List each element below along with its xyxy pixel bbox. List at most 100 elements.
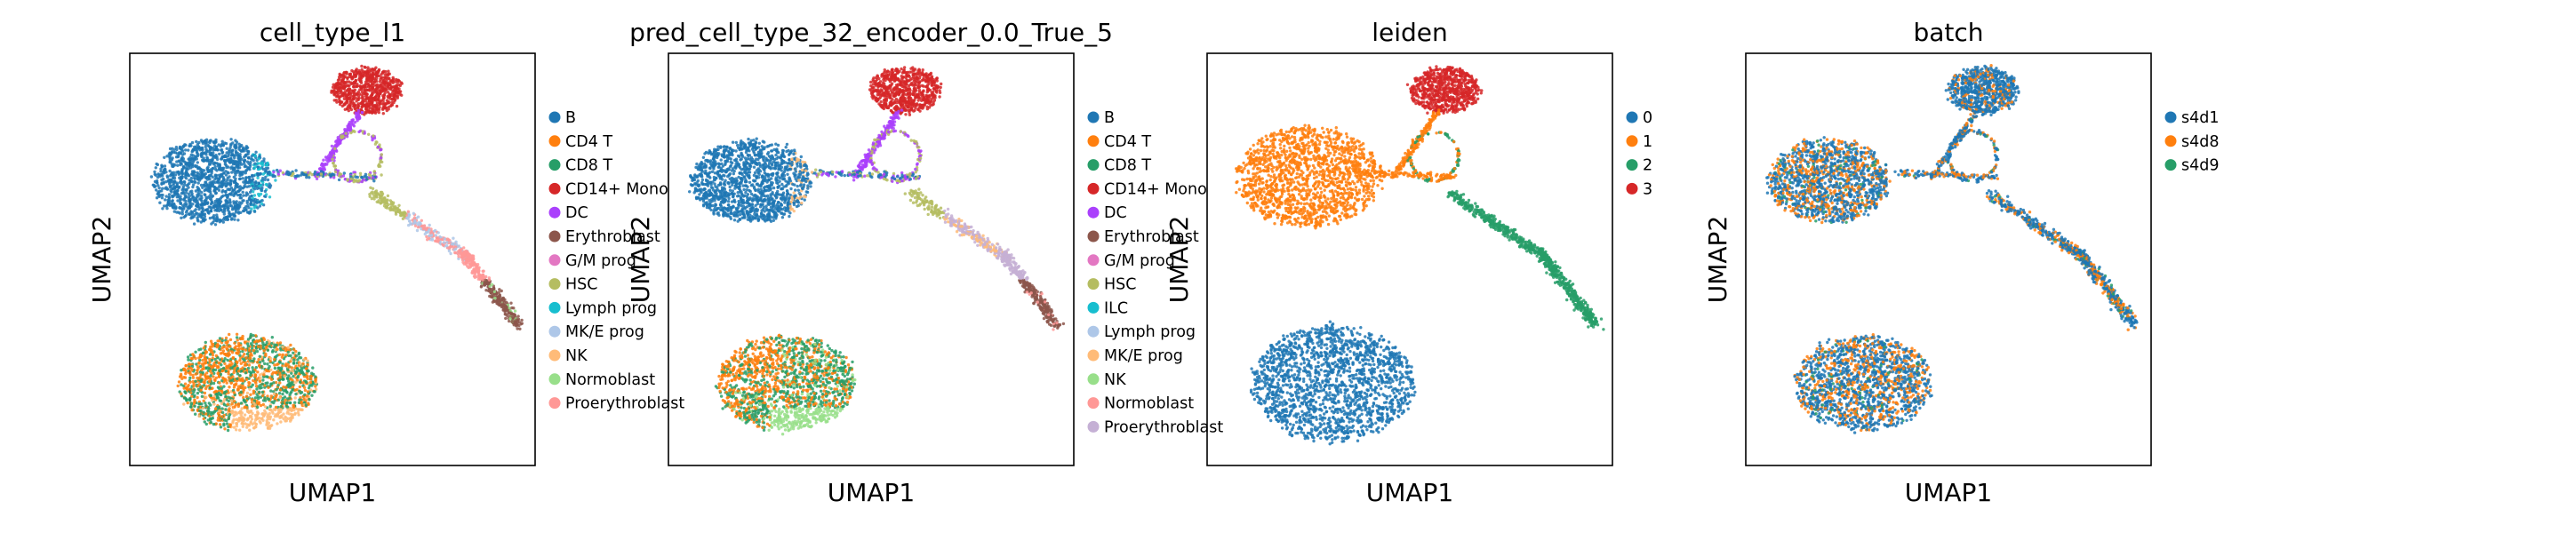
legend-marker xyxy=(1087,301,1100,314)
legend-label: NK xyxy=(565,347,588,365)
legend-label: Erythroblast xyxy=(1104,228,1199,246)
x-axis-label: UMAP1 xyxy=(1366,478,1454,507)
legend-label: Normoblast xyxy=(565,371,655,389)
legend-label: CD8 T xyxy=(1104,157,1151,175)
umap-panel: cell_type_l1 UMAP1 UMAP2 B CD4 T CD8 T CD14+ M… xyxy=(87,18,684,507)
legend-label: G/M prog xyxy=(565,252,636,270)
legend-marker xyxy=(548,135,561,147)
legend-item: Lymph prog xyxy=(548,299,657,317)
legend-label: s4d8 xyxy=(2181,133,2220,151)
legend-label: G/M prog xyxy=(1104,252,1175,270)
legend-marker xyxy=(1626,159,1638,171)
legend-marker xyxy=(548,182,561,195)
legend-label: CD4 T xyxy=(565,133,612,151)
legend-item: MK/E prog xyxy=(548,323,644,341)
legend-marker xyxy=(548,301,561,314)
legend-item: 2 xyxy=(1626,157,1652,175)
legend-label: s4d1 xyxy=(2181,109,2220,127)
y-axis-label: UMAP2 xyxy=(1703,216,1732,304)
legend-item: DC xyxy=(1087,204,1127,222)
legend: B CD4 T CD8 T CD14+ Mono DC Erythroblast G/M p… xyxy=(548,109,684,413)
legend-marker xyxy=(1087,349,1100,362)
legend-item: 0 xyxy=(1626,109,1652,127)
legend-marker xyxy=(548,397,561,410)
legend-marker xyxy=(1626,182,1638,195)
legend-marker xyxy=(2164,135,2177,147)
axes-frame xyxy=(1745,52,2152,466)
legend-marker xyxy=(548,254,561,266)
legend-marker xyxy=(1087,254,1100,266)
legend-label: CD14+ Mono xyxy=(1104,180,1207,198)
legend-item: 3 xyxy=(1626,180,1652,198)
legend-marker xyxy=(2164,159,2177,171)
legend-label: s4d9 xyxy=(2181,157,2220,175)
legend-item: Proerythroblast xyxy=(1087,418,1223,436)
umap-panel: pred_cell_type_32_encoder_0.0_True_5 UMAP… xyxy=(626,18,1223,507)
legend-marker xyxy=(1087,159,1100,171)
legend-marker xyxy=(548,349,561,362)
legend-item: MK/E prog xyxy=(1087,347,1183,365)
scatter-points xyxy=(1765,64,2139,434)
x-axis-label: UMAP1 xyxy=(289,478,377,507)
legend-label: CD8 T xyxy=(565,157,612,175)
legend-item: CD4 T xyxy=(1087,133,1151,151)
legend-marker xyxy=(2164,111,2177,123)
legend-label: Lymph prog xyxy=(1104,323,1196,341)
legend-item: Proerythroblast xyxy=(548,395,684,413)
y-axis-label: UMAP2 xyxy=(626,216,655,304)
legend-label: 0 xyxy=(1643,109,1652,127)
legend-item: B xyxy=(1087,109,1115,127)
legend: s4d1 s4d8 s4d9 xyxy=(2164,109,2220,175)
legend-label: DC xyxy=(565,204,588,222)
scatter-points xyxy=(688,66,1066,436)
legend-item: Normoblast xyxy=(1087,395,1194,413)
legend-marker xyxy=(1087,182,1100,195)
umap-panel: leiden UMAP1 UMAP2 0 1 2 3 xyxy=(1164,18,1652,507)
x-axis-label: UMAP1 xyxy=(828,478,916,507)
legend-marker xyxy=(1087,111,1100,123)
legend-item: G/M prog xyxy=(1087,252,1175,270)
legend-label: CD14+ Mono xyxy=(565,180,668,198)
legend-item: Erythroblast xyxy=(1087,228,1199,246)
axes-frame xyxy=(129,52,536,466)
umap-panel: batch UMAP1 UMAP2 s4d1 s4d8 s4d9 xyxy=(1703,18,2220,507)
legend-label: MK/E prog xyxy=(1104,347,1183,365)
legend-marker xyxy=(1626,111,1638,123)
legend-marker xyxy=(548,278,561,290)
legend: 0 1 2 3 xyxy=(1626,109,1652,198)
legend-label: 1 xyxy=(1643,133,1652,151)
axes-frame xyxy=(1206,52,1613,466)
legend-item: CD8 T xyxy=(548,157,612,175)
legend-label: 2 xyxy=(1643,157,1652,175)
x-axis-label: UMAP1 xyxy=(1905,478,1993,507)
legend-label: CD4 T xyxy=(1104,133,1151,151)
legend-item: s4d9 xyxy=(2164,157,2220,175)
scatter-points xyxy=(149,64,524,433)
legend-marker xyxy=(1087,420,1100,433)
legend-label: NK xyxy=(1104,371,1126,389)
legend-marker xyxy=(548,373,561,386)
legend-marker xyxy=(548,206,561,219)
legend-item: NK xyxy=(548,347,588,365)
legend-item: s4d1 xyxy=(2164,109,2220,127)
legend-label: B xyxy=(1104,109,1115,127)
panel-title: pred_cell_type_32_encoder_0.0_True_5 xyxy=(629,18,1113,47)
legend-label: Lymph prog xyxy=(565,299,657,317)
legend-label: Normoblast xyxy=(1104,395,1194,413)
legend-marker xyxy=(548,230,561,243)
legend-marker xyxy=(1087,397,1100,410)
legend-label: MK/E prog xyxy=(565,323,644,341)
legend-label: DC xyxy=(1104,204,1127,222)
legend-item: CD14+ Mono xyxy=(548,180,668,198)
legend-marker xyxy=(1087,325,1100,338)
panel-title: batch xyxy=(1913,18,1983,47)
legend-marker xyxy=(548,159,561,171)
panel-title: cell_type_l1 xyxy=(260,18,405,47)
y-axis-label: UMAP2 xyxy=(1164,216,1194,304)
legend-item: ILC xyxy=(1087,299,1128,317)
legend-label: Erythroblast xyxy=(565,228,660,246)
legend-item: 1 xyxy=(1626,133,1652,151)
legend-marker xyxy=(548,111,561,123)
axes-frame xyxy=(668,52,1075,466)
